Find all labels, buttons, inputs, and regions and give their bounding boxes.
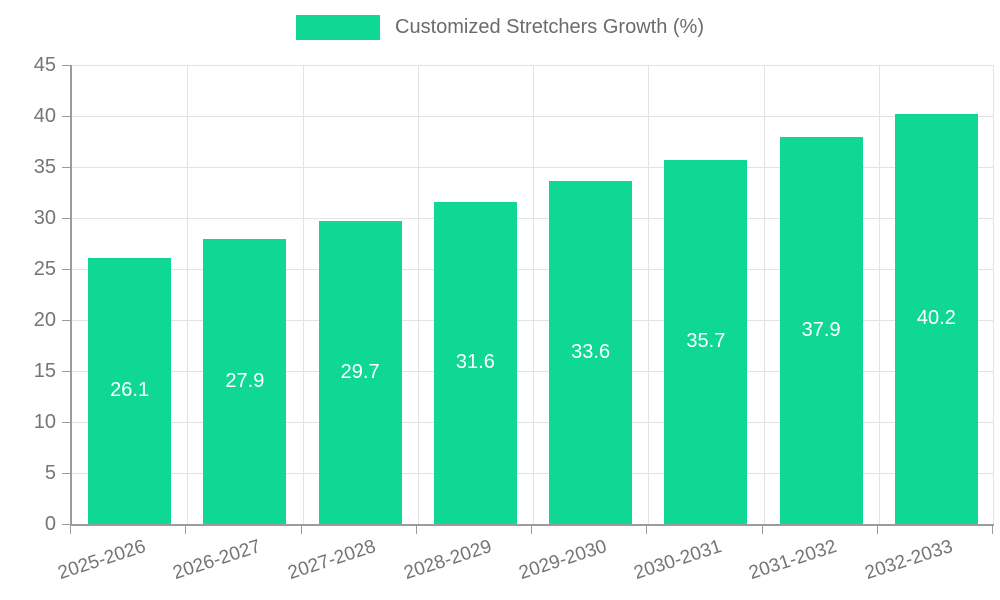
x-axis-tick [300,526,302,534]
bar-value-label: 29.7 [340,361,380,384]
bar[interactable] [433,201,517,524]
y-tick-label: 0 [44,513,56,535]
x-tick-label: 2026-2027 [170,536,264,585]
y-tick-label: 5 [44,462,56,484]
x-gridline [302,65,304,524]
y-axis-tick [62,473,70,474]
x-tick-label: 2032-2033 [861,536,955,585]
y-tick-label: 10 [33,411,56,433]
x-tick-label: 2028-2029 [400,536,494,585]
bar-value-label: 37.9 [801,319,841,342]
bar[interactable] [894,113,978,524]
x-axis-tick [531,526,532,534]
y-axis-tick [62,116,70,117]
y-tick-label: 20 [33,309,56,331]
legend-label: Customized Stretchers Growth (%) [395,16,704,38]
x-tick-label: 2031-2032 [746,536,840,585]
x-axis-tick [761,526,763,534]
bar[interactable] [318,221,402,524]
bar-value-label: 31.6 [455,351,495,374]
bar-value-label: 35.7 [686,330,726,353]
x-gridline [533,65,534,524]
x-axis-tick [185,526,187,534]
y-tick-label: 35 [33,156,56,178]
bar[interactable] [549,181,633,524]
plot-area: 26.1 27.9 29.7 31.6 33.6 35.7 37.9 40.2 [70,65,994,526]
x-tick-label: 2025-2026 [55,536,149,585]
bar-value-label: 26.1 [110,379,150,402]
bar[interactable] [664,159,748,524]
bar-value-label: 40.2 [916,307,956,330]
x-tick-label: 2027-2028 [285,536,379,585]
x-gridline [417,65,419,524]
x-gridline [763,65,765,524]
y-tick-label: 15 [33,360,56,382]
x-axis-tick [992,526,993,534]
x-gridline [878,65,880,524]
y-axis-tick [62,167,70,168]
y-axis-tick [62,269,70,270]
x-gridline [187,65,189,524]
bar[interactable] [779,137,863,524]
y-axis-tick [62,65,70,66]
bar[interactable] [203,239,287,524]
y-axis-tick [62,218,70,219]
y-tick-label: 30 [33,207,56,229]
y-axis-tick [62,320,70,321]
y-tick-label: 40 [33,105,56,127]
x-axis-tick [70,526,71,534]
y-tick-label: 25 [33,258,56,280]
y-axis-tick [62,524,70,525]
x-gridline [993,65,994,524]
bar[interactable] [88,257,172,524]
y-axis-tick [62,422,70,423]
x-tick-label: 2030-2031 [631,536,725,585]
legend-item[interactable]: Customized Stretchers Growth (%) [296,15,704,40]
x-gridline [648,65,650,524]
y-tick-label: 45 [33,54,56,76]
x-axis-tick [415,526,417,534]
legend-swatch [296,15,381,40]
x-axis-tick [876,526,878,534]
y-axis-tick [62,371,70,372]
bar-value-label: 33.6 [571,341,611,364]
bar-value-label: 27.9 [225,370,265,393]
x-axis-tick [646,526,648,534]
x-tick-label: 2029-2030 [516,536,610,585]
